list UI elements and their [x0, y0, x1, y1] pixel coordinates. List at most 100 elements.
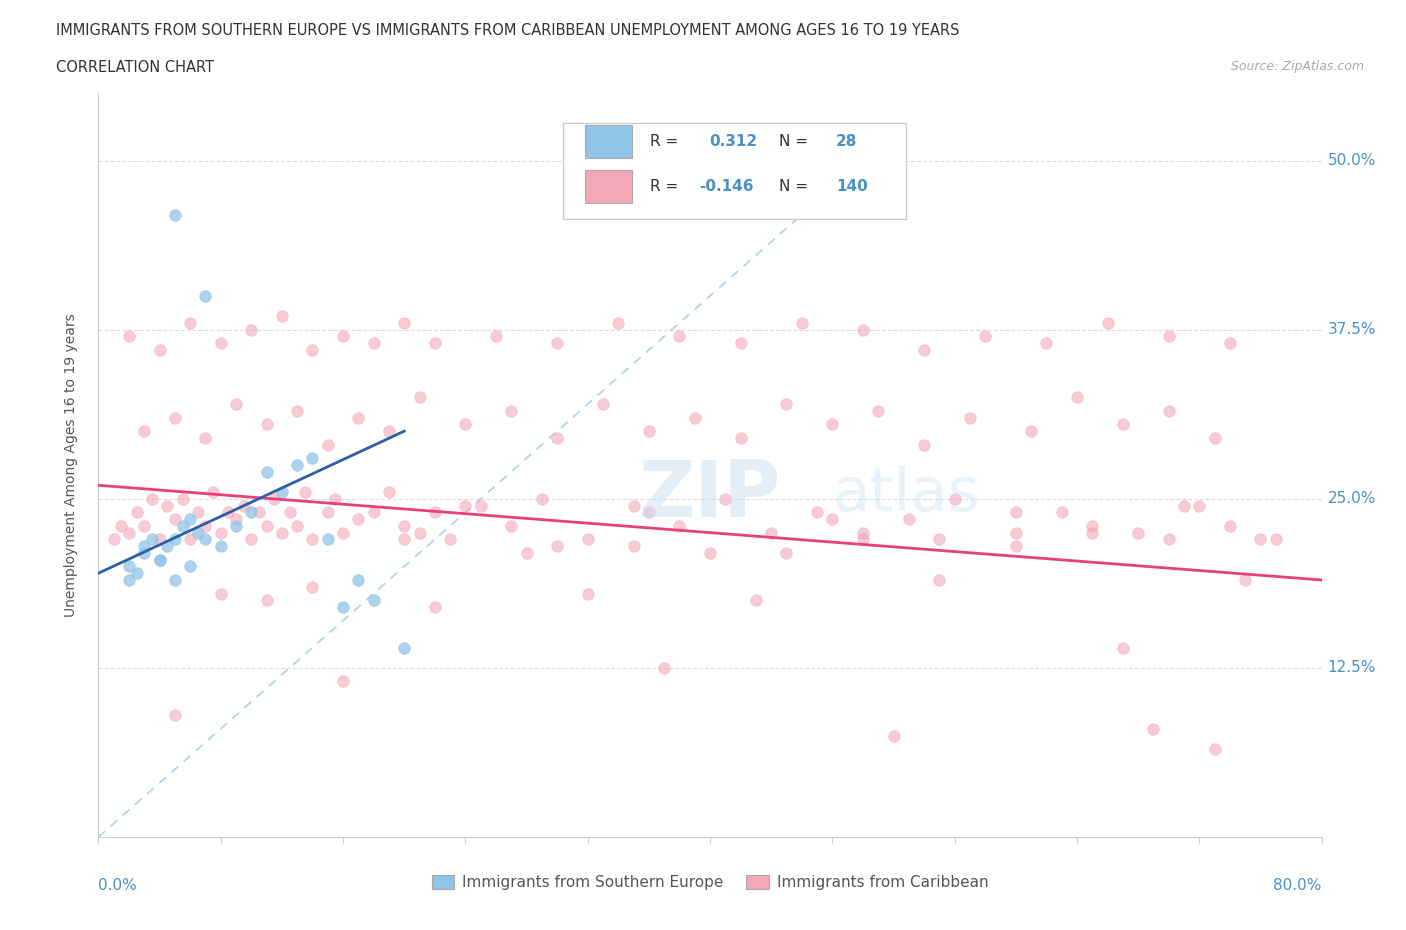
- Point: [194, 518, 217, 533]
- Point: [423, 505, 446, 520]
- Point: [332, 674, 354, 689]
- Point: [179, 559, 201, 574]
- Point: [1142, 722, 1164, 737]
- Point: [423, 336, 446, 351]
- Point: [1097, 315, 1119, 330]
- Point: [247, 505, 270, 520]
- Point: [163, 512, 186, 526]
- Point: [392, 640, 416, 655]
- Text: 80.0%: 80.0%: [1274, 878, 1322, 893]
- Point: [852, 525, 875, 540]
- Point: [546, 538, 568, 553]
- Point: [163, 708, 186, 723]
- Point: [1250, 532, 1272, 547]
- Point: [821, 417, 844, 432]
- Point: [163, 573, 186, 588]
- Point: [714, 491, 737, 506]
- Point: [1157, 532, 1180, 547]
- Point: [1173, 498, 1195, 513]
- Point: [470, 498, 492, 513]
- Point: [187, 525, 209, 540]
- Point: [576, 532, 599, 547]
- Point: [592, 397, 614, 412]
- Point: [256, 592, 278, 607]
- Point: [683, 410, 706, 425]
- Text: IMMIGRANTS FROM SOUTHERN EUROPE VS IMMIGRANTS FROM CARIBBEAN UNEMPLOYMENT AMONG : IMMIGRANTS FROM SOUTHERN EUROPE VS IMMIG…: [56, 23, 960, 38]
- Point: [172, 518, 194, 533]
- Point: [912, 342, 935, 357]
- Point: [530, 491, 553, 506]
- Point: [408, 390, 430, 405]
- Point: [301, 579, 323, 594]
- Point: [928, 573, 950, 588]
- Point: [232, 498, 254, 513]
- Point: [125, 505, 148, 520]
- Point: [270, 309, 294, 324]
- Point: [225, 397, 247, 412]
- FancyBboxPatch shape: [564, 123, 905, 219]
- Point: [256, 464, 278, 479]
- Point: [163, 207, 186, 222]
- Point: [270, 525, 294, 540]
- Point: [730, 431, 752, 445]
- Point: [392, 518, 416, 533]
- Point: [134, 424, 156, 439]
- Point: [301, 451, 323, 466]
- Point: [103, 532, 125, 547]
- Point: [325, 491, 347, 506]
- Point: [1066, 390, 1088, 405]
- Point: [439, 532, 461, 547]
- Point: [316, 437, 339, 452]
- Point: [485, 329, 508, 344]
- Text: N =: N =: [779, 134, 807, 149]
- Point: [187, 505, 209, 520]
- Point: [363, 592, 385, 607]
- Point: [912, 437, 935, 452]
- Text: -0.146: -0.146: [699, 179, 754, 193]
- Point: [897, 512, 920, 526]
- Point: [501, 518, 523, 533]
- Point: [156, 498, 179, 513]
- Point: [118, 559, 141, 574]
- Point: [149, 342, 172, 357]
- Point: [790, 315, 813, 330]
- Text: CORRELATION CHART: CORRELATION CHART: [56, 60, 214, 75]
- Point: [392, 315, 416, 330]
- Point: [118, 329, 141, 344]
- Point: [285, 404, 308, 418]
- Text: 25.0%: 25.0%: [1327, 491, 1376, 506]
- Point: [943, 491, 966, 506]
- Point: [125, 565, 148, 580]
- Point: [1264, 532, 1286, 547]
- Y-axis label: Unemployment Among Ages 16 to 19 years: Unemployment Among Ages 16 to 19 years: [63, 313, 77, 617]
- Point: [118, 573, 141, 588]
- Point: [172, 491, 194, 506]
- Point: [270, 485, 294, 499]
- Point: [1219, 518, 1241, 533]
- Point: [163, 532, 186, 547]
- Point: [141, 491, 163, 506]
- Text: 0.312: 0.312: [709, 134, 756, 149]
- Point: [516, 546, 538, 561]
- FancyBboxPatch shape: [585, 169, 631, 203]
- Point: [194, 288, 217, 303]
- Point: [209, 336, 232, 351]
- Point: [278, 505, 301, 520]
- Point: [225, 512, 247, 526]
- Point: [546, 431, 568, 445]
- Point: [699, 546, 721, 561]
- Point: [134, 518, 156, 533]
- Point: [1050, 505, 1073, 520]
- Point: [423, 600, 446, 615]
- Point: [392, 532, 416, 547]
- Point: [217, 505, 239, 520]
- Point: [134, 538, 156, 553]
- Point: [821, 512, 844, 526]
- Point: [141, 532, 163, 547]
- Point: [974, 329, 997, 344]
- Point: [256, 518, 278, 533]
- Point: [179, 315, 201, 330]
- Point: [118, 525, 141, 540]
- Text: atlas: atlas: [832, 465, 980, 525]
- Point: [149, 532, 172, 547]
